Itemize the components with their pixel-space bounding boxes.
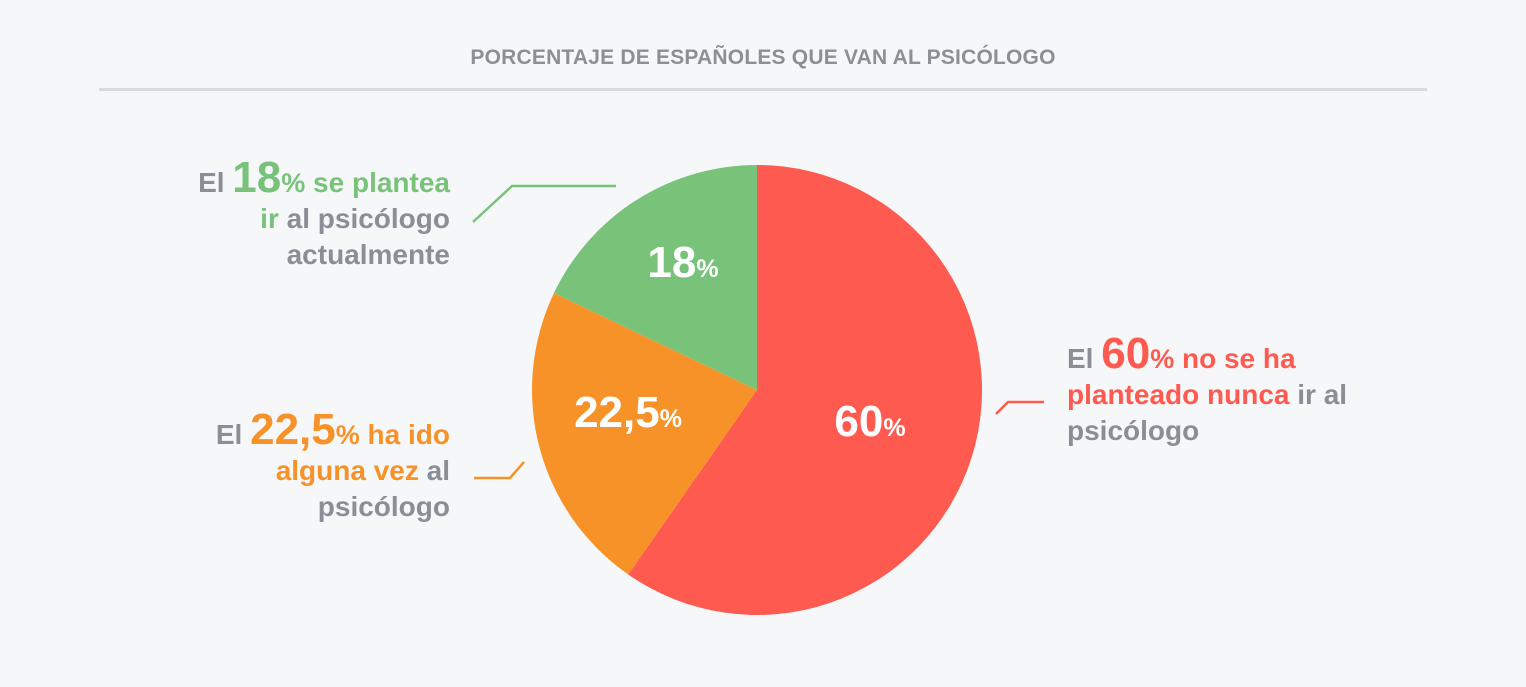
callout-red-pct: %: [1150, 344, 1175, 374]
callout-red-highlight-1: no se ha: [1174, 343, 1296, 374]
callout-orange-pct: %: [335, 420, 360, 450]
pie-slices: [532, 165, 983, 615]
callout-orange-highlight-1: ha ido: [359, 419, 450, 450]
pie-slice-green: [553, 165, 757, 390]
callout-red-rest-2: psicólogo: [1067, 415, 1200, 446]
callout-green-rest-2: actualmente: [286, 239, 450, 270]
slice-label-green-unit: %: [696, 255, 718, 283]
callout-red-highlight-2: planteado nunca: [1067, 379, 1290, 410]
callout-green-pct: %: [281, 168, 306, 198]
slice-label-red-unit: %: [883, 414, 905, 442]
leader-line-green: [472, 184, 616, 223]
slice-label-orange-unit: %: [660, 405, 682, 433]
slice-label-green-value: 18: [647, 238, 696, 287]
slice-label-red-value: 60: [834, 397, 883, 446]
callout-orange-line-2: alguna vez al: [216, 453, 450, 489]
callout-red-prefix: El: [1067, 343, 1102, 374]
callout-red-rest-1: ir al: [1289, 379, 1348, 410]
callout-green-prefix: El: [198, 167, 233, 198]
callout-red-line-1: El 60% no se ha: [1067, 332, 1347, 377]
callout-red-line-2: planteado nunca ir al: [1067, 377, 1347, 413]
callout-orange-line-3: psicólogo: [216, 489, 450, 525]
callout-orange-highlight-2: alguna vez: [275, 455, 419, 486]
callout-green: El 18% se plantea ir al psicólogo actual…: [198, 156, 450, 273]
pie-slice-red: [628, 165, 983, 615]
callout-green-number: 18: [232, 153, 282, 202]
callout-green-rest-1: al psicólogo: [278, 203, 450, 234]
callout-orange-rest-1: al: [418, 455, 450, 486]
title-divider: [99, 88, 1427, 91]
callout-green-line-2: ir al psicólogo: [198, 201, 450, 237]
callout-orange-line-1: El 22,5% ha ido: [215, 408, 450, 453]
callout-red: El 60% no se ha planteado nunca ir al ps…: [1067, 332, 1347, 449]
callout-orange: El 22,5% ha ido alguna vez al psicólogo: [215, 408, 450, 525]
leader-line-red: [995, 400, 1044, 415]
slice-label-red: 60%: [834, 397, 905, 446]
pie-slice-orange: [532, 293, 757, 575]
callout-green-line-1: El 18% se plantea: [198, 156, 450, 201]
callout-red-line-3: psicólogo: [1067, 413, 1347, 449]
callout-green-highlight-2: ir: [260, 203, 279, 234]
callout-orange-prefix: El: [215, 419, 251, 450]
callout-orange-number: 22,5: [250, 405, 336, 454]
slice-label-green: 18%: [647, 238, 718, 287]
callout-green-line-3: actualmente: [198, 237, 450, 273]
callout-green-highlight-1: se plantea: [305, 167, 450, 198]
chart-title: PORCENTAJE DE ESPAÑOLES QUE VAN AL PSICÓ…: [470, 46, 1056, 69]
slice-label-orange-value: 22,5: [574, 388, 660, 437]
callout-orange-rest-2: psicólogo: [317, 491, 450, 522]
slice-label-orange: 22,5%: [574, 388, 682, 437]
callout-red-number: 60: [1101, 329, 1151, 378]
leader-line-orange: [474, 461, 525, 480]
